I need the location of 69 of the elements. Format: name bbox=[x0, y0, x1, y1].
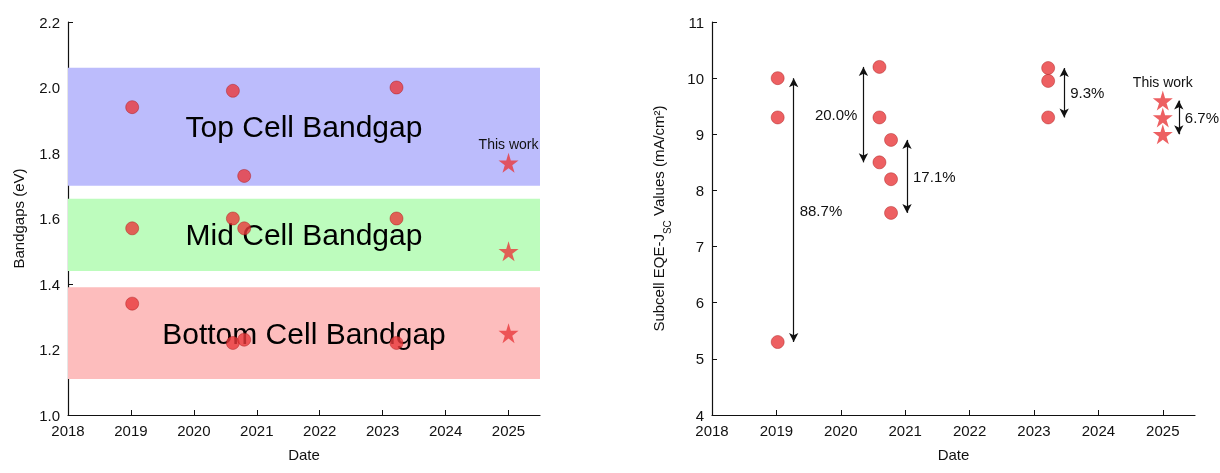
annotation: 6.7% bbox=[1184, 108, 1219, 126]
annotation: 20.0% bbox=[814, 106, 858, 124]
point bbox=[1041, 61, 1055, 75]
point bbox=[770, 335, 785, 349]
band-label: Bottom Cell Bandgap bbox=[162, 316, 446, 350]
point bbox=[884, 133, 898, 147]
point bbox=[770, 110, 785, 125]
point bbox=[389, 80, 404, 95]
point bbox=[770, 71, 785, 85]
annotation: 17.1% bbox=[913, 167, 956, 185]
point bbox=[1152, 90, 1173, 111]
y-tick-label: 5 bbox=[695, 350, 704, 368]
x-tick-label: 2022 bbox=[952, 422, 987, 439]
y-tick-label: 10 bbox=[687, 69, 704, 87]
y-tick-label: 1.2 bbox=[39, 341, 60, 358]
x-tick-label: 2021 bbox=[888, 422, 922, 439]
x-tick-label: 2021 bbox=[240, 422, 274, 439]
y-tick-label: 8 bbox=[695, 181, 704, 199]
x-axis-title: Date bbox=[937, 446, 970, 463]
point bbox=[1152, 107, 1173, 128]
x-tick-label: 2020 bbox=[824, 422, 858, 439]
point bbox=[884, 206, 898, 220]
y-axis-title: Bandgaps (eV) bbox=[10, 168, 27, 269]
x-tick-label: 2023 bbox=[1017, 422, 1051, 439]
x-tick-label: 2019 bbox=[759, 422, 794, 439]
y-tick-label: 2.2 bbox=[39, 13, 60, 31]
point bbox=[498, 323, 519, 344]
band-label: Top Cell Bandgap bbox=[185, 110, 423, 144]
point bbox=[872, 60, 887, 74]
point bbox=[1152, 124, 1173, 145]
point bbox=[125, 221, 139, 236]
x-tick-label: 2024 bbox=[428, 422, 463, 439]
x-tick-label: 2018 bbox=[51, 422, 85, 439]
x-tick-label: 2025 bbox=[491, 422, 526, 439]
point bbox=[125, 100, 139, 114]
y-tick-label: 1.4 bbox=[39, 275, 60, 293]
y-tick-label: 1.6 bbox=[39, 210, 60, 227]
point bbox=[1041, 74, 1055, 88]
band-label: Mid Cell Bandgap bbox=[185, 218, 423, 252]
point bbox=[872, 110, 887, 125]
x-tick-label: 2019 bbox=[114, 422, 148, 439]
y-axis-title: Subcell EQE-JSC Values (mA/cm²) bbox=[650, 105, 673, 332]
x-tick-label: 2020 bbox=[177, 422, 211, 439]
point bbox=[1041, 110, 1055, 125]
annotation: 9.3% bbox=[1070, 84, 1105, 102]
y-tick-label: 9 bbox=[695, 125, 704, 143]
point bbox=[872, 155, 887, 170]
point bbox=[498, 241, 519, 262]
point bbox=[884, 172, 898, 186]
point bbox=[498, 152, 519, 173]
point bbox=[125, 296, 139, 311]
y-tick-label: 7 bbox=[695, 238, 704, 256]
annotation: This work bbox=[478, 135, 540, 152]
annotation: 88.7% bbox=[799, 201, 843, 219]
x-tick-label: 2018 bbox=[695, 422, 729, 439]
annotation: This work bbox=[1132, 73, 1194, 90]
x-axis-title: Date bbox=[288, 446, 320, 463]
y-tick-label: 1.0 bbox=[39, 406, 60, 424]
x-tick-label: 2025 bbox=[1146, 422, 1180, 439]
y-tick-label: 4 bbox=[695, 406, 704, 424]
point bbox=[237, 169, 251, 183]
x-tick-label: 2024 bbox=[1081, 422, 1116, 439]
y-tick-label: 2.0 bbox=[39, 79, 60, 96]
x-tick-label: 2023 bbox=[365, 422, 400, 439]
point bbox=[226, 84, 240, 98]
y-tick-label: 11 bbox=[688, 13, 704, 31]
x-tick-label: 2022 bbox=[303, 422, 337, 439]
y-tick-label: 6 bbox=[695, 294, 704, 312]
y-tick-label: 1.8 bbox=[39, 144, 60, 162]
